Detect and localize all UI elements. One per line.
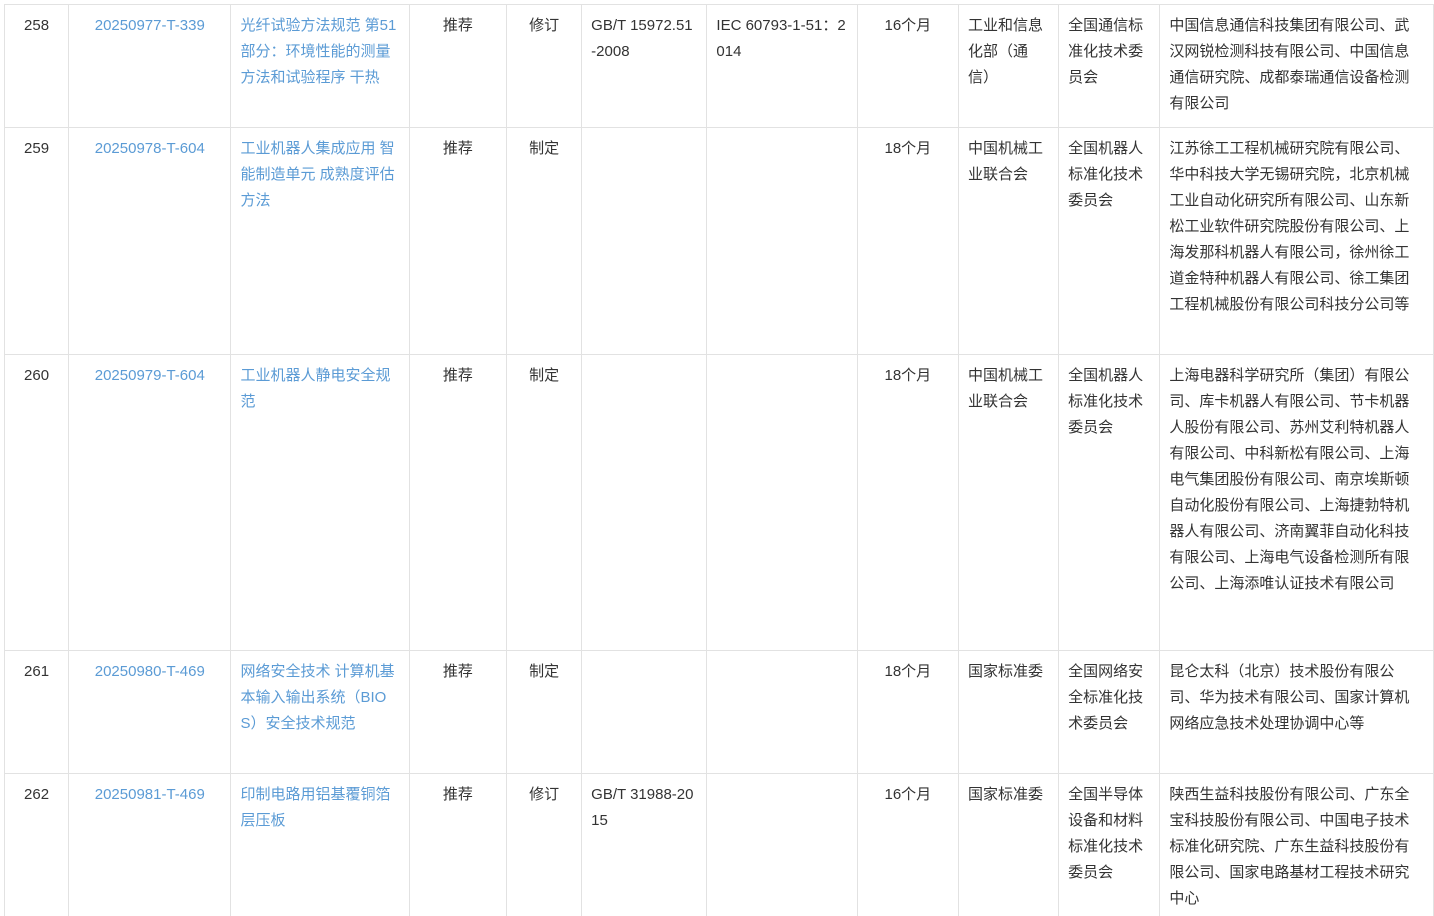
technical-committee-cell: 全国通信标准化技术委员会 — [1058, 4, 1161, 128]
plan-number-cell: 20250981-T-469 — [68, 773, 232, 916]
drafting-units-cell: 昆仑太科（北京）技术股份有限公司、华为技术有限公司、国家计算机网络应急技术处理协… — [1159, 650, 1434, 774]
replaced-standard-cell: GB/T 31988-2015 — [581, 773, 708, 916]
technical-committee-cell: 全国网络安全标准化技术委员会 — [1058, 650, 1161, 774]
technical-committee-cell: 全国机器人标准化技术委员会 — [1058, 127, 1161, 355]
table-row: 261 20250980-T-469 网络安全技术 计算机基本输入输出系统（BI… — [3, 650, 1434, 774]
project-name-link[interactable]: 网络安全技术 计算机基本输入输出系统（BIOS）安全技术规范 — [240, 663, 395, 732]
plan-number-cell: 20250979-T-604 — [68, 354, 232, 651]
project-name-cell: 工业机器人集成应用 智能制造单元 成熟度评估方法 — [230, 127, 410, 355]
standard-nature-cell: 推荐 — [408, 354, 508, 651]
plan-number-cell: 20250980-T-469 — [68, 650, 232, 774]
governing-department-cell: 国家标准委 — [957, 650, 1060, 774]
revision-type-cell: 修订 — [506, 773, 583, 916]
project-name-cell: 光纤试验方法规范 第51部分：环境性能的测量方法和试验程序 干热 — [230, 4, 410, 128]
governing-department-cell: 中国机械工业联合会 — [957, 354, 1060, 651]
completion-period-cell: 16个月 — [856, 4, 959, 128]
plan-number-cell: 20250977-T-339 — [68, 4, 232, 128]
revision-type-cell: 制定 — [506, 354, 583, 651]
drafting-units-cell: 上海电器科学研究所（集团）有限公司、库卡机器人有限公司、节卡机器人股份有限公司、… — [1159, 354, 1434, 651]
plan-number-link[interactable]: 20250977-T-339 — [94, 17, 205, 34]
completion-period-cell: 16个月 — [856, 773, 959, 916]
row-index-cell: 259 — [3, 127, 70, 355]
technical-committee-cell: 全国机器人标准化技术委员会 — [1058, 354, 1161, 651]
standard-nature-cell: 推荐 — [408, 4, 508, 128]
replaced-standard-cell: GB/T 15972.51-2008 — [581, 4, 708, 128]
completion-period-cell: 18个月 — [856, 127, 959, 355]
plan-number-link[interactable]: 20250980-T-469 — [94, 663, 205, 680]
row-index-cell: 261 — [3, 650, 70, 774]
governing-department-cell: 国家标准委 — [957, 773, 1060, 916]
adopted-standard-cell — [706, 354, 858, 651]
standards-table-body: 258 20250977-T-339 光纤试验方法规范 第51部分：环境性能的测… — [3, 4, 1434, 916]
adopted-standard-cell — [706, 773, 858, 916]
drafting-units-cell: 中国信息通信科技集团有限公司、武汉网锐检测科技有限公司、中国信息通信研究院、成都… — [1159, 4, 1434, 128]
table-row: 259 20250978-T-604 工业机器人集成应用 智能制造单元 成熟度评… — [3, 127, 1434, 355]
drafting-units-cell: 江苏徐工工程机械研究院有限公司、华中科技大学无锡研究院，北京机械工业自动化研究所… — [1159, 127, 1434, 355]
replaced-standard-cell — [581, 127, 708, 355]
project-name-link[interactable]: 工业机器人静电安全规范 — [240, 367, 391, 410]
completion-period-cell: 18个月 — [856, 650, 959, 774]
standards-plan-table: 258 20250977-T-339 光纤试验方法规范 第51部分：环境性能的测… — [3, 4, 1434, 916]
row-index-cell: 262 — [3, 773, 70, 916]
standard-nature-cell: 推荐 — [408, 773, 508, 916]
plan-number-cell: 20250978-T-604 — [68, 127, 232, 355]
adopted-standard-cell — [706, 127, 858, 355]
project-name-link[interactable]: 印制电路用铝基覆铜箔层压板 — [240, 786, 391, 829]
governing-department-cell: 中国机械工业联合会 — [957, 127, 1060, 355]
standard-nature-cell: 推荐 — [408, 650, 508, 774]
replaced-standard-cell — [581, 650, 708, 774]
project-name-link[interactable]: 工业机器人集成应用 智能制造单元 成熟度评估方法 — [240, 140, 395, 209]
revision-type-cell: 制定 — [506, 127, 583, 355]
row-index-cell: 260 — [3, 354, 70, 651]
table-row: 258 20250977-T-339 光纤试验方法规范 第51部分：环境性能的测… — [3, 4, 1434, 128]
table-row: 260 20250979-T-604 工业机器人静电安全规范 推荐 制定 18个… — [3, 354, 1434, 651]
drafting-units-cell: 陕西生益科技股份有限公司、广东全宝科技股份有限公司、中国电子技术标准化研究院、广… — [1159, 773, 1434, 916]
row-index-cell: 258 — [3, 4, 70, 128]
project-name-link[interactable]: 光纤试验方法规范 第51部分：环境性能的测量方法和试验程序 干热 — [240, 17, 397, 86]
table-row: 262 20250981-T-469 印制电路用铝基覆铜箔层压板 推荐 修订 G… — [3, 773, 1434, 916]
adopted-standard-cell — [706, 650, 858, 774]
technical-committee-cell: 全国半导体设备和材料标准化技术委员会 — [1058, 773, 1161, 916]
project-name-cell: 工业机器人静电安全规范 — [230, 354, 410, 651]
adopted-standard-cell: IEC 60793-1-51：2014 — [706, 4, 858, 128]
replaced-standard-cell — [581, 354, 708, 651]
project-name-cell: 印制电路用铝基覆铜箔层压板 — [230, 773, 410, 916]
project-name-cell: 网络安全技术 计算机基本输入输出系统（BIOS）安全技术规范 — [230, 650, 410, 774]
plan-number-link[interactable]: 20250979-T-604 — [94, 367, 205, 384]
revision-type-cell: 制定 — [506, 650, 583, 774]
governing-department-cell: 工业和信息化部（通信） — [957, 4, 1060, 128]
plan-number-link[interactable]: 20250978-T-604 — [94, 140, 205, 157]
revision-type-cell: 修订 — [506, 4, 583, 128]
completion-period-cell: 18个月 — [856, 354, 959, 651]
plan-number-link[interactable]: 20250981-T-469 — [94, 786, 205, 803]
standard-nature-cell: 推荐 — [408, 127, 508, 355]
